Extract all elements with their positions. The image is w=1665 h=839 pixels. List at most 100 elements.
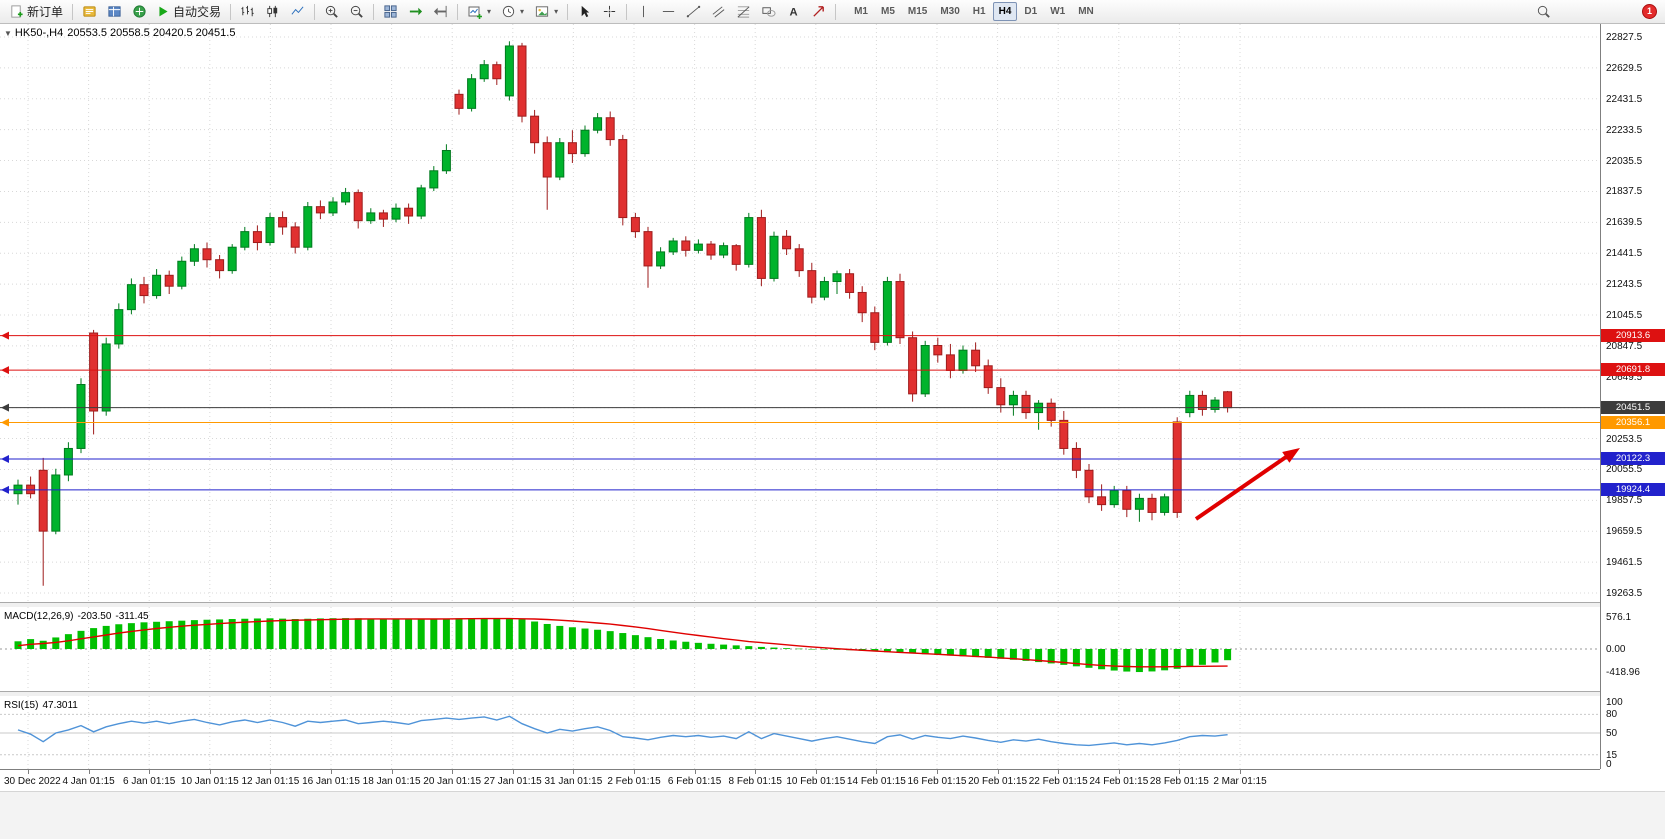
vertical-line-tool[interactable] [631,2,656,22]
navigator-button[interactable] [127,2,152,22]
main-price-chart[interactable] [0,24,1600,602]
trendline-icon [686,5,701,18]
timeframe-h4[interactable]: H4 [992,2,1018,21]
timeframe-w1[interactable]: W1 [1050,6,1066,17]
toolbar-separator [314,3,316,20]
rsi-panel[interactable] [0,696,1600,769]
tile-windows-icon [384,5,397,18]
crosshair-tool-button[interactable] [597,2,622,22]
rsi-axis-label: 50 [1606,728,1618,739]
time-axis[interactable]: 30 Dec 2022 4 Jan 01:15 6 Jan 01:15 10 Jan … [0,769,1600,791]
price-tick-label: 21045.5 [1606,310,1643,321]
horizontal-line-tool[interactable] [656,2,681,22]
timeframe-m1[interactable]: M1 [854,6,868,17]
macd-panel[interactable] [0,607,1600,691]
timeframe-toolbar: M1 M5 M15 M30 H1 H4 D1 W1 MN [848,2,1100,21]
level-price-tag: 20913.6 [1601,328,1665,342]
price-tick-label: 21243.5 [1606,279,1643,291]
notification-badge[interactable]: 1 [1642,4,1657,19]
chart-shift-button[interactable] [428,2,453,22]
tile-windows-button[interactable] [378,2,403,22]
collapse-symbol-info-icon[interactable]: ▼ [4,29,12,38]
line-chart-button[interactable] [285,2,310,22]
time-tick-label: 24 Feb 01:15 [1089,776,1149,787]
new-chart-dropdown[interactable]: ▾ [462,2,496,22]
main-toolbar: 新订单 自动交易 [0,0,1665,24]
auto-scroll-button[interactable] [403,2,428,22]
search-button[interactable] [1531,2,1556,22]
data-window-button[interactable] [102,2,127,22]
candlestick-chart-icon [267,5,278,18]
time-tick-label: 22 Feb 01:15 [1028,776,1088,787]
time-tick-mark [573,770,575,774]
auto-trading-button[interactable]: 自动交易 [152,2,226,22]
candlestick-chart-button[interactable] [260,2,285,22]
shapes-tool[interactable] [756,2,781,22]
auto-trading-label: 自动交易 [173,5,222,19]
timeframe-d1[interactable]: D1 [1024,6,1038,17]
price-tick-label: 22233.5 [1606,124,1643,136]
arrow-tool-icon [813,6,824,17]
time-tick-mark [88,770,90,774]
terminal-icon [83,6,96,17]
timeframe-m5[interactable]: M5 [880,6,895,17]
price-tick-label: 21441.5 [1606,248,1643,260]
zoom-in-button[interactable] [319,2,344,22]
cursor-tool-button[interactable] [572,2,597,22]
templates-dropdown[interactable]: ▾ [529,2,563,22]
bottom-strip [0,791,1665,839]
time-tick-mark [1240,770,1241,774]
dropdown-caret-icon: ▾ [554,7,559,16]
rsi-axis-label: 15 [1606,749,1618,761]
trend-arrow-annotation [1194,448,1300,521]
price-tick-label: 20847.5 [1606,340,1643,352]
svg-text:A: A [790,6,798,18]
new-order-button[interactable]: 新订单 [4,2,68,22]
timeframe-h1[interactable]: H1 [972,6,986,17]
time-tick-label: 10 Jan 01:15 [180,776,239,787]
arrows-tool[interactable] [806,2,831,22]
time-tick-mark [331,770,332,774]
timeframe-mn[interactable]: MN [1078,6,1094,17]
dropdown-caret-icon: ▾ [487,7,492,16]
price-tick-label: 19659.5 [1606,526,1643,538]
level-price-tag: 20356.1 [1601,415,1665,429]
new-order-icon [11,5,23,18]
time-tick-label: 14 Feb 01:15 [846,776,906,787]
zoom-out-button[interactable] [344,2,369,22]
macd-name: MACD(12,26,9) [4,611,74,622]
panel-splitter[interactable] [0,602,1600,607]
time-tick-mark [997,770,999,774]
time-tick-mark [270,770,272,774]
fibonacci-tool[interactable] [731,2,756,22]
time-tick-label: 4 Jan 01:15 [62,776,115,787]
time-tick-label: 2 Mar 01:15 [1213,776,1267,787]
cursor-icon [581,5,590,18]
price-tick-label: 20253.5 [1606,433,1643,445]
panel-splitter[interactable] [0,691,1600,696]
bar-chart-button[interactable] [235,2,260,22]
time-tick-mark [1058,770,1060,774]
timeframe-m30[interactable]: M30 [940,6,960,17]
time-tick-mark [452,770,454,774]
equidistant-channel-tool[interactable] [706,2,731,22]
timeframe-m15[interactable]: M15 [907,6,928,17]
level-price-tag: 20691.8 [1601,363,1665,377]
line-chart-icon [291,6,304,15]
macd-histogram [14,618,1232,673]
trendline-tool[interactable] [681,2,706,22]
macd-indicator-label: MACD(12,26,9) -203.50 -311.45 [4,611,153,622]
level-lines-layer [0,331,1600,494]
time-tick-label: 6 Jan 01:15 [123,776,176,787]
time-tick-mark [209,770,211,774]
price-axis[interactable]: 22827.5 22629.5 22431.5 22233.5 22035.5 21837… [1600,24,1665,770]
text-tool[interactable]: A [781,2,806,22]
rsi-value: 47.3011 [42,700,78,711]
periods-dropdown[interactable]: ▾ [496,2,529,22]
terminal-button[interactable] [77,2,102,22]
price-tick-label: 22629.5 [1606,62,1643,74]
time-tick-mark [815,770,817,774]
time-tick-mark [391,770,393,774]
time-tick-mark [634,770,635,774]
